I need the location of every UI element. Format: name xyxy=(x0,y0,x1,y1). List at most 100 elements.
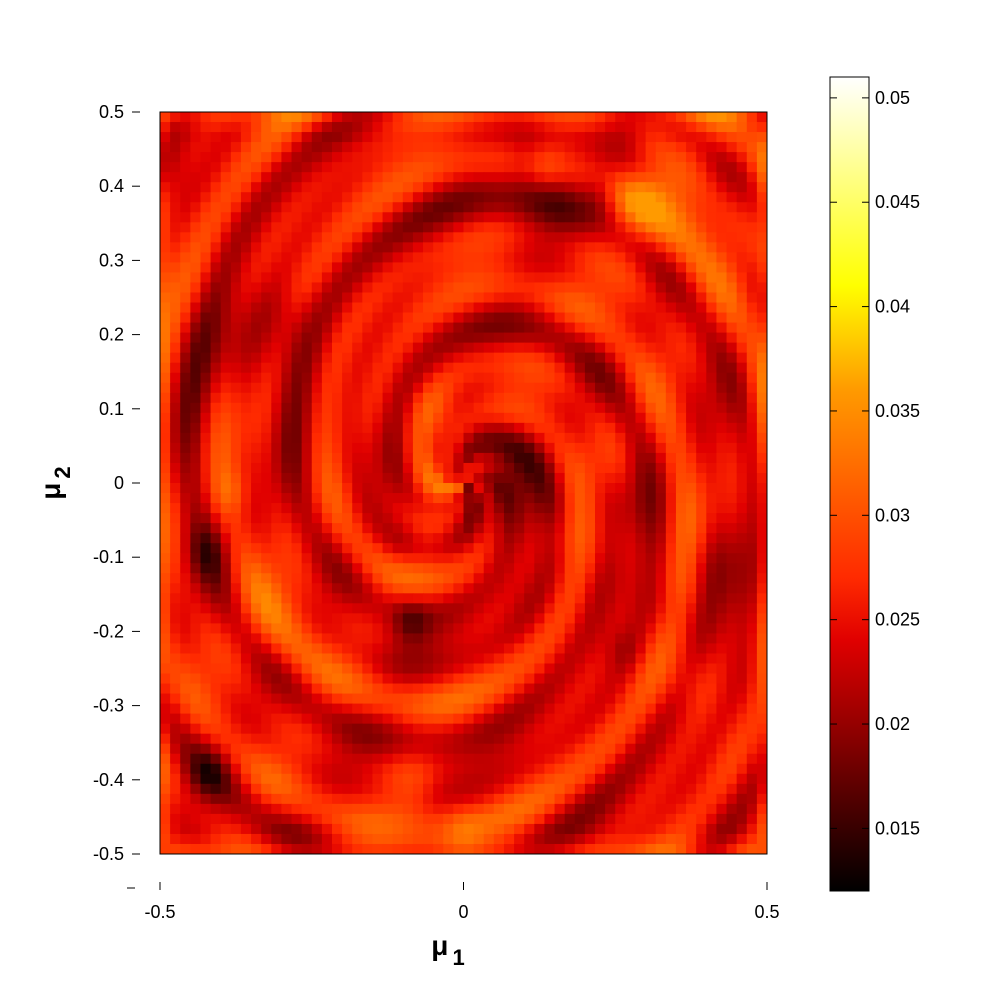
heatmap-cell xyxy=(503,633,515,645)
heatmap-cell xyxy=(726,643,738,655)
heatmap-cell xyxy=(240,232,252,243)
heatmap-cell xyxy=(372,663,384,675)
heatmap-cell xyxy=(271,162,282,173)
heatmap-cell xyxy=(483,833,495,845)
heatmap-cell xyxy=(291,723,303,735)
heatmap-cell xyxy=(514,362,525,374)
heatmap-cell xyxy=(655,613,667,624)
heatmap-cell xyxy=(584,823,596,835)
heatmap-cell xyxy=(554,523,566,534)
heatmap-cell xyxy=(331,663,343,675)
heatmap-cell xyxy=(251,533,262,544)
heatmap-cell xyxy=(331,593,343,604)
heatmap-cell xyxy=(443,462,454,474)
heatmap-cell xyxy=(372,312,384,324)
heatmap-cell xyxy=(503,372,515,384)
heatmap-cell xyxy=(483,192,495,203)
heatmap-cell xyxy=(240,773,252,785)
heatmap-cell xyxy=(696,322,707,334)
heatmap-cell xyxy=(382,222,394,233)
heatmap-cell xyxy=(392,262,404,274)
heatmap-cell xyxy=(342,613,353,624)
heatmap-cell xyxy=(230,302,242,314)
heatmap-cell xyxy=(665,462,677,474)
heatmap-cell xyxy=(200,402,212,414)
heatmap-cell xyxy=(746,242,758,253)
heatmap-cell xyxy=(645,773,657,785)
heatmap-cell xyxy=(534,392,546,404)
heatmap-cell xyxy=(240,182,252,193)
heatmap-cell xyxy=(331,773,343,785)
heatmap-cell xyxy=(514,773,525,785)
heatmap-cell xyxy=(210,623,222,635)
heatmap-cell xyxy=(756,352,767,364)
heatmap-cell xyxy=(605,302,616,314)
heatmap-cell xyxy=(342,132,353,143)
heatmap-cell xyxy=(402,342,414,354)
heatmap-cell xyxy=(190,513,202,524)
heatmap-cell xyxy=(281,683,293,695)
heatmap-cell xyxy=(261,563,272,574)
heatmap-cell xyxy=(240,352,252,364)
heatmap-cell xyxy=(655,823,667,835)
heatmap-cell xyxy=(180,613,191,624)
heatmap-cell xyxy=(706,372,718,384)
heatmap-cell xyxy=(514,162,525,173)
heatmap-cell xyxy=(473,643,485,655)
heatmap-cell xyxy=(180,392,191,404)
heatmap-cell xyxy=(675,583,687,594)
heatmap-cell xyxy=(362,272,374,284)
heatmap-cell xyxy=(352,452,363,464)
heatmap-cell xyxy=(271,813,282,825)
heatmap-cell xyxy=(574,252,586,264)
heatmap-cell xyxy=(352,312,363,324)
heatmap-cell xyxy=(635,462,647,474)
heatmap-cell xyxy=(574,793,586,805)
heatmap-cell xyxy=(605,823,616,835)
heatmap-cell xyxy=(423,252,434,264)
heatmap-cell xyxy=(200,693,212,705)
heatmap-cell xyxy=(200,442,212,454)
heatmap-cell xyxy=(514,142,525,153)
heatmap-cell xyxy=(342,442,353,454)
heatmap-cell xyxy=(554,633,566,645)
heatmap-cell xyxy=(453,302,465,314)
heatmap-cell xyxy=(655,152,667,163)
heatmap-cell xyxy=(736,222,748,233)
heatmap-cell xyxy=(655,142,667,153)
heatmap-cell xyxy=(281,452,293,464)
heatmap-cell xyxy=(716,533,728,544)
heatmap-cell xyxy=(382,172,394,183)
heatmap-cell xyxy=(726,623,738,635)
heatmap-cell xyxy=(190,783,202,795)
heatmap-cell xyxy=(230,493,242,504)
heatmap-cell xyxy=(160,813,171,825)
heatmap-cell xyxy=(271,833,282,845)
heatmap-cell xyxy=(584,513,596,524)
heatmap-cell xyxy=(574,743,586,755)
heatmap-cell xyxy=(453,573,465,584)
heatmap-cell xyxy=(655,773,667,785)
heatmap-cell xyxy=(170,563,181,574)
heatmap-cell xyxy=(402,172,414,183)
heatmap-cell xyxy=(645,122,657,133)
heatmap-cell xyxy=(291,212,303,223)
heatmap-cell xyxy=(665,523,677,534)
heatmap-cell xyxy=(230,412,242,424)
heatmap-cell xyxy=(160,783,171,795)
heatmap-cell xyxy=(321,322,333,334)
heatmap-cell xyxy=(675,332,687,344)
heatmap-cell xyxy=(686,342,697,354)
heatmap-cell xyxy=(665,663,677,675)
heatmap-cell xyxy=(372,462,384,474)
heatmap-cell xyxy=(716,122,728,133)
heatmap-cell xyxy=(382,372,394,384)
heatmap-cell xyxy=(756,212,767,223)
heatmap-cell xyxy=(463,292,475,304)
heatmap-cell xyxy=(251,613,262,624)
heatmap-cell xyxy=(605,242,616,253)
heatmap-cell xyxy=(311,493,323,504)
heatmap-cell xyxy=(240,172,252,183)
heatmap-cell xyxy=(412,563,424,574)
heatmap-cell xyxy=(291,513,303,524)
